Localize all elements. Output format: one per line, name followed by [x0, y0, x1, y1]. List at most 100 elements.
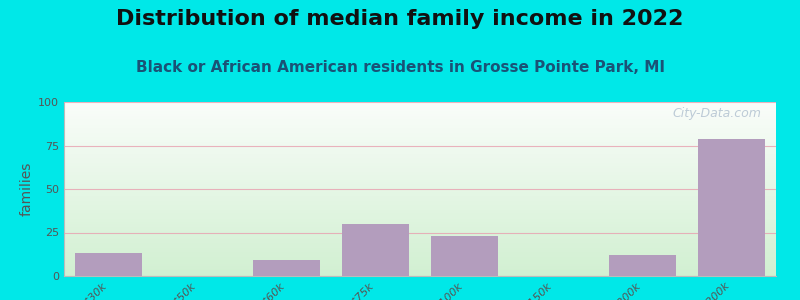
Bar — [64, 175, 776, 177]
Bar — [64, 231, 776, 233]
Bar — [64, 163, 776, 165]
Bar — [64, 193, 776, 194]
Bar — [64, 198, 776, 200]
Bar — [64, 170, 776, 172]
Text: Distribution of median family income in 2022: Distribution of median family income in … — [116, 9, 684, 29]
Text: City-Data.com: City-Data.com — [673, 107, 762, 120]
Bar — [64, 274, 776, 276]
Bar — [64, 262, 776, 264]
Bar — [64, 168, 776, 170]
Bar — [64, 266, 776, 267]
Bar — [64, 114, 776, 116]
Bar — [64, 130, 776, 132]
Y-axis label: families: families — [20, 162, 34, 216]
Bar — [64, 104, 776, 106]
Bar — [64, 147, 776, 149]
Bar — [64, 245, 776, 246]
Bar — [64, 217, 776, 219]
Bar — [64, 156, 776, 158]
Bar — [64, 189, 776, 191]
Bar — [64, 152, 776, 154]
Bar — [64, 185, 776, 187]
Bar — [64, 271, 776, 272]
Bar — [75, 254, 142, 276]
Bar — [64, 234, 776, 236]
Bar — [64, 200, 776, 201]
Bar — [64, 267, 776, 269]
Bar — [64, 126, 776, 128]
Bar — [64, 146, 776, 147]
Bar — [64, 187, 776, 189]
Bar — [64, 180, 776, 182]
Bar — [64, 132, 776, 133]
Bar — [64, 191, 776, 193]
Bar — [64, 241, 776, 243]
Bar — [64, 243, 776, 245]
Bar — [64, 177, 776, 178]
Bar — [64, 213, 776, 215]
Bar — [698, 139, 765, 276]
Bar — [64, 173, 776, 175]
Text: Black or African American residents in Grosse Pointe Park, MI: Black or African American residents in G… — [135, 60, 665, 75]
Bar — [64, 102, 776, 104]
Bar — [64, 124, 776, 126]
Bar — [64, 151, 776, 152]
Bar — [64, 137, 776, 139]
Bar — [64, 159, 776, 161]
Bar — [64, 107, 776, 109]
Bar — [64, 116, 776, 118]
Bar — [64, 140, 776, 142]
Bar — [64, 161, 776, 163]
Bar — [64, 135, 776, 137]
Bar — [64, 260, 776, 262]
Bar — [64, 257, 776, 259]
Bar — [64, 255, 776, 257]
Bar — [64, 106, 776, 107]
Bar — [64, 236, 776, 238]
Bar — [64, 212, 776, 213]
Bar — [64, 215, 776, 217]
Bar — [64, 196, 776, 198]
Bar — [64, 165, 776, 167]
Bar — [64, 205, 776, 206]
Bar — [64, 123, 776, 124]
Bar — [64, 142, 776, 144]
Bar — [64, 203, 776, 205]
Bar — [64, 201, 776, 203]
Bar — [64, 128, 776, 130]
Bar — [64, 239, 776, 241]
Bar — [64, 246, 776, 248]
Bar — [64, 178, 776, 180]
Bar — [64, 269, 776, 271]
Bar — [64, 133, 776, 135]
Bar — [64, 259, 776, 260]
Bar — [609, 255, 676, 276]
Bar — [64, 119, 776, 121]
Bar — [64, 238, 776, 239]
Bar — [64, 206, 776, 208]
Bar — [64, 210, 776, 212]
Bar — [64, 227, 776, 229]
Bar — [64, 154, 776, 156]
Bar — [64, 121, 776, 123]
Bar — [64, 172, 776, 173]
Bar — [64, 109, 776, 111]
Bar — [64, 118, 776, 119]
Bar — [64, 167, 776, 168]
Bar — [64, 254, 776, 255]
Bar — [64, 144, 776, 146]
Bar — [64, 219, 776, 220]
Bar — [64, 194, 776, 196]
Bar — [64, 248, 776, 250]
Bar — [64, 222, 776, 224]
Bar — [64, 224, 776, 226]
Bar — [64, 184, 776, 185]
Bar — [64, 208, 776, 210]
Bar — [64, 139, 776, 140]
Bar — [64, 158, 776, 159]
Bar — [64, 250, 776, 252]
Bar — [342, 224, 409, 276]
Bar — [64, 229, 776, 231]
Bar — [64, 149, 776, 151]
Bar — [64, 264, 776, 266]
